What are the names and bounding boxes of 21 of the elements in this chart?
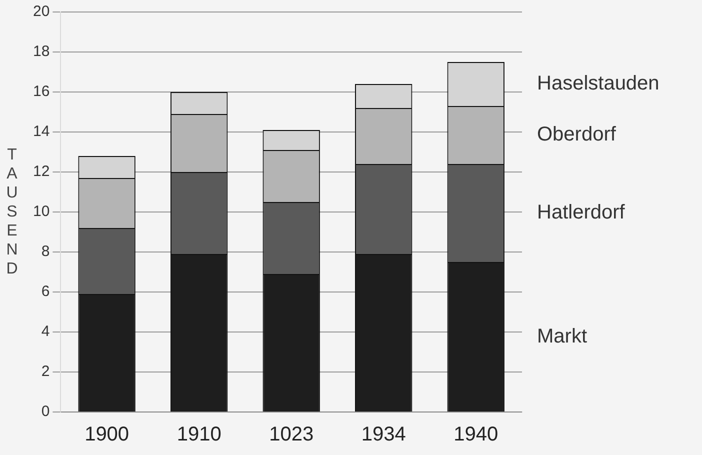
series-label: Haselstauden xyxy=(537,72,660,95)
x-tick-label: 1940 xyxy=(454,424,498,446)
y-tick-label: 20 xyxy=(32,3,50,20)
y-tick-label: 0 xyxy=(41,403,50,420)
y-tick-label: 2 xyxy=(41,363,50,380)
y-tick-label: 10 xyxy=(32,203,50,220)
x-tick-label: 1934 xyxy=(361,424,406,446)
y-tick-label: 12 xyxy=(32,163,50,180)
x-tick-label: 1900 xyxy=(84,424,130,446)
y-tick-label: 16 xyxy=(32,83,50,100)
x-tick-label: 1910 xyxy=(176,424,222,446)
series-label: Hatlerdorf xyxy=(537,202,626,224)
y-tick-label: 14 xyxy=(32,123,50,140)
y-tick-label: 18 xyxy=(32,43,50,60)
y-tick-label: 8 xyxy=(41,243,50,260)
series-label: Markt xyxy=(537,325,588,348)
y-axis-title: TAUSEND xyxy=(6,146,18,278)
y-tick-label: 4 xyxy=(41,323,50,340)
y-tick-label: 6 xyxy=(41,283,50,300)
series-label: Oberdorf xyxy=(537,124,616,146)
x-tick-label: 1023 xyxy=(269,424,314,446)
